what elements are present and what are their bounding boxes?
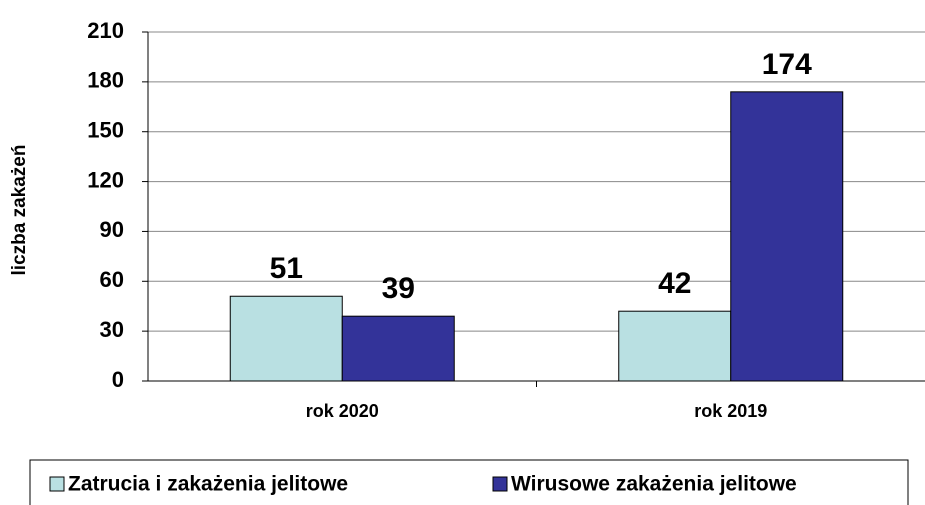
y-tick-label: 180 <box>87 68 124 93</box>
bar <box>229 295 343 382</box>
legend-label: Wirusowe zakażenia jelitowe <box>511 473 797 496</box>
legend-swatch <box>492 476 508 492</box>
legend-swatch <box>49 476 65 492</box>
y-tick-label: 60 <box>100 267 124 292</box>
y-tick-label: 0 <box>112 367 124 392</box>
x-tick-label: rok 2020 <box>306 401 379 421</box>
y-tick-label: 120 <box>87 167 124 192</box>
bar <box>730 91 844 382</box>
y-tick-label: 90 <box>100 217 124 242</box>
bar <box>618 310 732 382</box>
data-label: 42 <box>658 267 691 300</box>
y-tick-label: 210 <box>87 18 124 43</box>
data-label: 51 <box>270 252 303 285</box>
legend-box <box>29 459 909 505</box>
y-tick-label: 30 <box>100 317 124 342</box>
data-label: 39 <box>382 272 415 305</box>
x-tick-label: rok 2019 <box>694 401 767 421</box>
y-axis-label: liczba zakażeń <box>9 145 30 276</box>
data-label: 174 <box>762 48 812 81</box>
legend-label: Zatrucia i zakażenia jelitowe <box>68 473 348 496</box>
bar <box>341 315 455 382</box>
y-tick-label: 150 <box>87 118 124 143</box>
